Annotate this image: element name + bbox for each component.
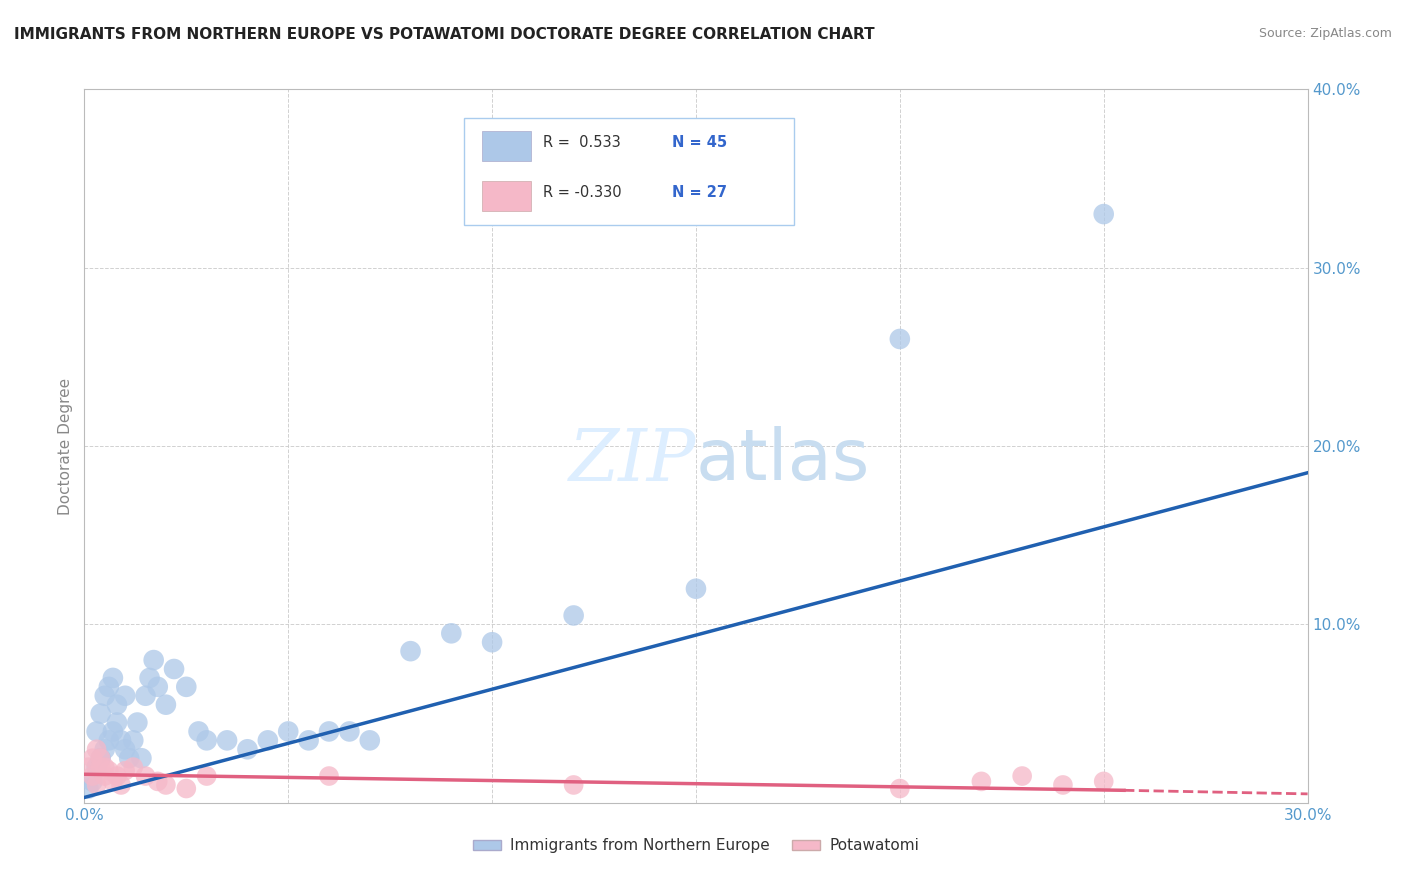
Text: atlas: atlas (696, 425, 870, 495)
Point (101, 774, 124, 789)
Point (195, 769, 218, 783)
Point (110, 733, 132, 747)
Point (114, 764, 136, 778)
Point (277, 724, 299, 739)
Point (298, 733, 321, 747)
Point (86, 742, 108, 756)
Point (1092, 207, 1115, 221)
Point (135, 689, 157, 703)
Point (187, 724, 209, 739)
Text: R =  0.533: R = 0.533 (543, 136, 621, 150)
Point (90, 751, 112, 765)
Point (110, 778, 132, 792)
Point (318, 724, 340, 739)
Point (135, 769, 157, 783)
Point (195, 733, 218, 747)
Point (1011, 769, 1033, 783)
Point (101, 724, 124, 739)
Point (440, 626, 463, 640)
Point (105, 715, 128, 730)
Point (359, 733, 381, 747)
Point (399, 644, 422, 658)
Point (77, 781, 100, 796)
Text: N = 45: N = 45 (672, 136, 727, 150)
Point (562, 608, 585, 623)
Point (685, 582, 707, 596)
Point (90, 706, 112, 721)
Y-axis label: Doctorate Degree: Doctorate Degree (58, 377, 73, 515)
Point (257, 733, 280, 747)
Point (77, 760, 100, 774)
Bar (482, 130, 531, 161)
Legend: Immigrants from Northern Europe, Potawatomi: Immigrants from Northern Europe, Potawat… (467, 832, 925, 859)
Point (93, 689, 115, 703)
Point (481, 635, 503, 649)
Point (82, 751, 104, 765)
Text: Source: ZipAtlas.com: Source: ZipAtlas.com (1258, 27, 1392, 40)
Point (93, 760, 115, 774)
Point (889, 781, 911, 796)
Point (155, 698, 177, 712)
Point (970, 774, 993, 789)
Point (114, 742, 136, 756)
Point (86, 760, 108, 774)
Point (114, 689, 136, 703)
Point (146, 774, 169, 789)
Point (97, 764, 120, 778)
Point (122, 733, 145, 747)
Point (889, 332, 911, 346)
Point (93, 742, 115, 756)
Bar (482, 180, 531, 211)
Point (86, 778, 108, 792)
Point (174, 680, 197, 694)
Point (155, 778, 177, 792)
Point (142, 653, 165, 667)
Text: R = -0.330: R = -0.330 (543, 186, 621, 200)
Point (86, 724, 108, 739)
Point (339, 724, 361, 739)
Point (82, 774, 104, 789)
Point (318, 769, 340, 783)
Text: ZIP: ZIP (568, 425, 696, 496)
Point (118, 751, 141, 765)
Point (146, 680, 169, 694)
Point (90, 760, 112, 774)
Point (127, 715, 149, 730)
Point (90, 751, 112, 765)
Point (101, 671, 124, 685)
Point (163, 662, 186, 676)
Point (1052, 778, 1074, 792)
Point (93, 769, 115, 783)
Point (562, 778, 585, 792)
Point (217, 733, 239, 747)
Point (97, 680, 120, 694)
Point (1092, 774, 1115, 789)
Point (122, 760, 145, 774)
Point (174, 781, 197, 796)
Point (105, 698, 128, 712)
Point (138, 671, 160, 685)
Point (236, 742, 259, 756)
Point (131, 751, 153, 765)
Point (97, 733, 120, 747)
FancyBboxPatch shape (464, 118, 794, 225)
Point (82, 769, 104, 783)
Text: N = 27: N = 27 (672, 186, 727, 200)
Point (105, 769, 128, 783)
Text: IMMIGRANTS FROM NORTHERN EUROPE VS POTAWATOMI DOCTORATE DEGREE CORRELATION CHART: IMMIGRANTS FROM NORTHERN EUROPE VS POTAW… (14, 27, 875, 42)
